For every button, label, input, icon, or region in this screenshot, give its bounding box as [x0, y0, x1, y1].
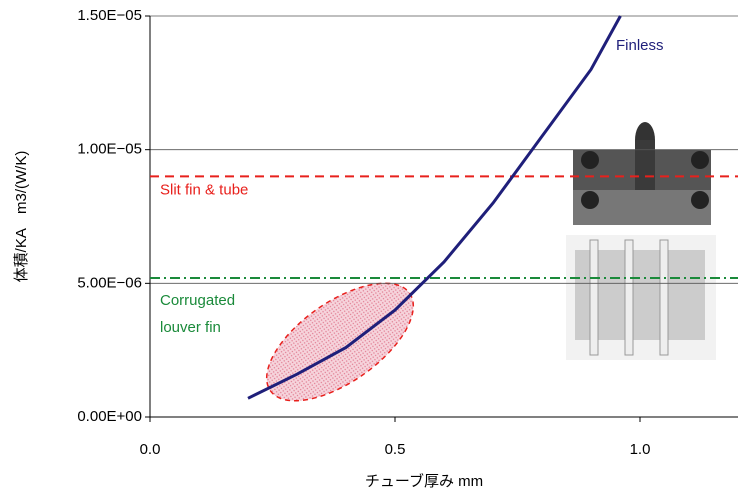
optimal-region [247, 260, 432, 423]
fin-tube-image [573, 122, 711, 225]
reference-label: louver fin [160, 319, 221, 336]
x-axis-label: チューブ厚み mm [365, 472, 483, 490]
y-tick-label: 0.00E+00 [77, 408, 142, 425]
x-tick-label: 0.0 [140, 441, 161, 458]
chart: 0.00E+00 5.00E−06 1.00E−05 1.50E−05 0.0 0.5 1.… [0, 0, 739, 499]
y-axis-label: 体積/KA m3/(W/K) [13, 151, 30, 283]
y-tick-label: 1.50E−05 [77, 7, 142, 24]
x-tick-label: 0.5 [385, 441, 406, 458]
x-tick-label: 1.0 [630, 441, 651, 458]
louver-fin-image [566, 235, 716, 360]
reference-label: Slit fin & tube [160, 181, 248, 198]
y-tick-label: 5.00E−06 [77, 274, 142, 291]
series-label: Finless [616, 37, 664, 54]
y-tick-label: 1.00E−05 [77, 141, 142, 158]
reference-label: Corrugated [160, 292, 235, 309]
